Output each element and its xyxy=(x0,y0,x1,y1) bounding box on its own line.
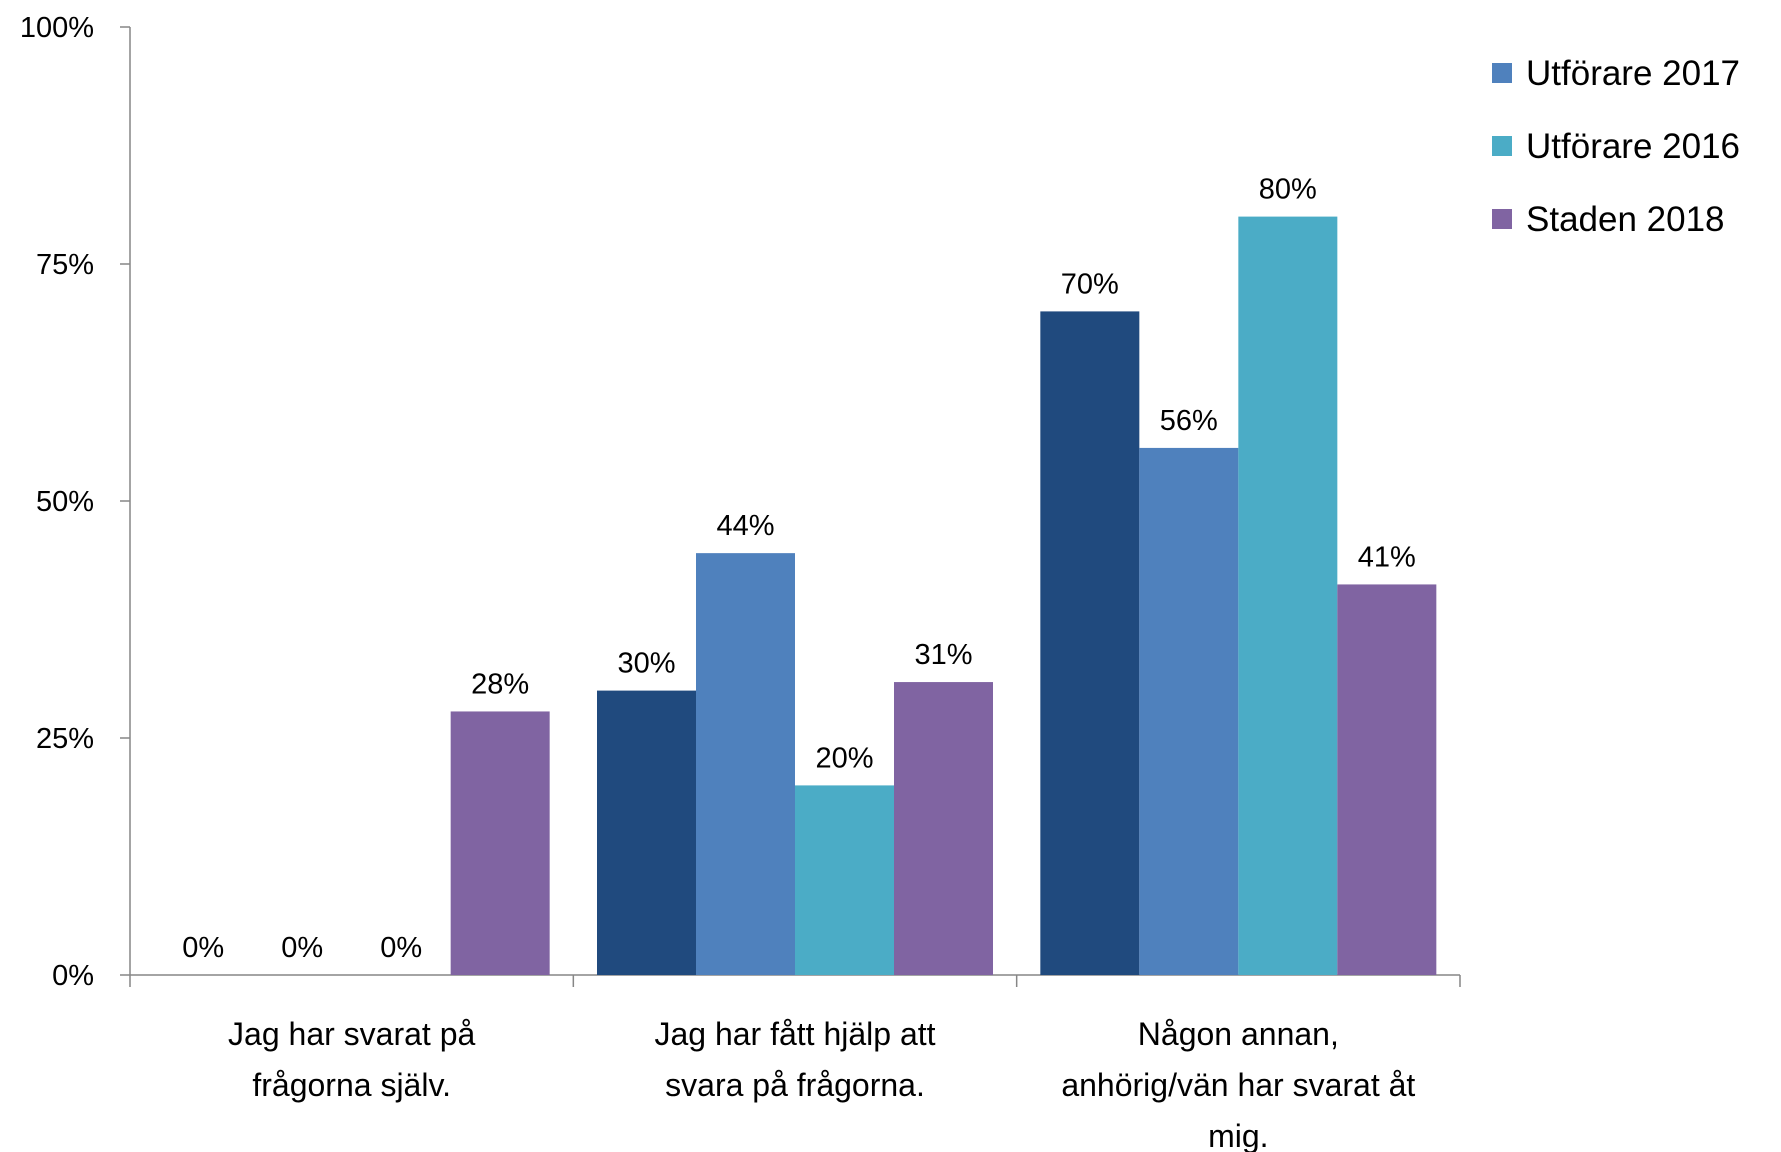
data-label: 31% xyxy=(914,639,972,671)
y-tick-label: 25% xyxy=(36,723,94,755)
bar xyxy=(1238,216,1338,976)
y-tick-label: 50% xyxy=(36,486,94,518)
data-label: 0% xyxy=(182,932,224,964)
legend-label: Staden 2018 xyxy=(1526,200,1725,239)
data-label: 0% xyxy=(380,932,422,964)
x-category-label-line: Jag har fått hjälp att xyxy=(654,1016,935,1052)
x-category-label-line: svara på frågorna. xyxy=(665,1067,925,1103)
x-category-label-line: anhörig/vän har svarat åt xyxy=(1061,1067,1415,1103)
y-tick-label: 100% xyxy=(20,12,94,44)
data-label: 70% xyxy=(1061,268,1119,300)
x-category-label: Jag har fått hjälp att svara på frågorna. xyxy=(654,1016,935,1103)
data-label: 0% xyxy=(281,932,323,964)
legend-swatch xyxy=(1492,136,1512,156)
y-tick-label: 75% xyxy=(36,249,94,281)
data-label: 28% xyxy=(471,668,529,700)
bars xyxy=(450,216,1437,976)
bar xyxy=(795,785,894,975)
x-category-label: Jag har svarat på frågorna själv. xyxy=(228,1016,475,1103)
axes: 0% 25% 50% 75% 100% Jag har svarat på frågorna… xyxy=(20,12,1461,1152)
bar xyxy=(894,682,993,975)
bar xyxy=(1040,311,1140,975)
data-label: 20% xyxy=(815,742,873,774)
x-category-label: Någon annan, anhörig/vän har svarat åt mig… xyxy=(1061,1016,1415,1152)
x-category-label-line: Någon annan, xyxy=(1138,1016,1339,1052)
data-label: 56% xyxy=(1160,405,1218,437)
x-category-label-line: Jag har svarat på xyxy=(228,1016,475,1052)
data-label: 80% xyxy=(1259,174,1317,206)
legend-swatch xyxy=(1492,209,1512,229)
legend: Utförare 2017 Utförare 2016 Staden 2018 xyxy=(1492,54,1740,239)
data-label: 30% xyxy=(617,648,675,680)
bar xyxy=(450,711,550,975)
legend-swatch xyxy=(1492,63,1512,83)
x-category-label-line: frågorna själv. xyxy=(252,1067,451,1103)
data-label: 41% xyxy=(1358,541,1416,573)
data-labels: 0% 30% 70% 0% 44% 56% 0% 20% 80% 28% 31% 41% xyxy=(182,174,1416,964)
data-label: 44% xyxy=(716,510,774,542)
legend-label: Utförare 2016 xyxy=(1526,127,1740,166)
bar xyxy=(1337,584,1437,975)
bar xyxy=(597,690,696,975)
legend-label: Utförare 2017 xyxy=(1526,54,1740,93)
bar xyxy=(696,553,795,975)
x-category-label-line: mig. xyxy=(1208,1118,1268,1152)
y-tick-label: 0% xyxy=(52,960,94,992)
bar xyxy=(1139,447,1239,975)
